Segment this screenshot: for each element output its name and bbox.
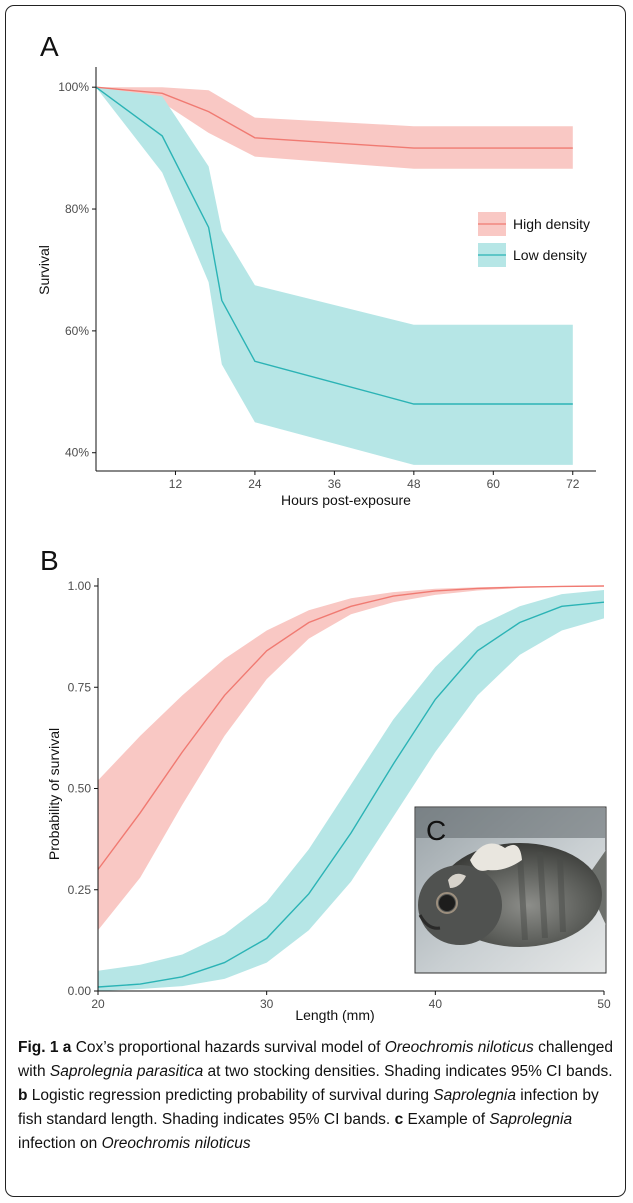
chart-a-x-tick-label: 36 xyxy=(328,477,342,491)
chart-a-series-line-0 xyxy=(95,86,573,149)
chart-b-y-tick-label: 0.00 xyxy=(68,984,92,998)
photo-fish-head xyxy=(418,865,502,945)
panel-c-inset-photo: C xyxy=(414,806,607,974)
caption-c-label: c xyxy=(394,1111,404,1128)
chart-a-y-tick-label: 100% xyxy=(58,80,89,94)
caption-b-text-1: Logistic regression predicting probabili… xyxy=(27,1087,434,1104)
chart-a-series-line-1 xyxy=(95,86,573,405)
figure-canvas: A 40% 60% 80% 100% 12 24 36 48 60 72 Hours post-e… xyxy=(36,31,611,1023)
chart-a-x-tick-label: 12 xyxy=(169,477,183,491)
chart-b-series-line-1 xyxy=(97,601,605,988)
chart-b-ci-band-1 xyxy=(98,590,604,991)
photo-fish-mouth xyxy=(418,914,441,930)
chart-b-x-tick-label: 30 xyxy=(260,997,274,1011)
caption-b-label: b xyxy=(18,1087,28,1104)
legend-label-high: High density xyxy=(513,216,590,232)
caption-a-species: Oreochromis niloticus xyxy=(384,1039,534,1056)
chart-a-ci-band-1 xyxy=(96,87,573,465)
photo-fish-stripes xyxy=(517,851,566,941)
caption-c-text-1: Example of xyxy=(403,1111,490,1128)
photo-fungal-patch xyxy=(470,843,522,871)
chart-a-y-tick-label: 60% xyxy=(65,324,89,338)
chart-b-y-tick-label: 0.50 xyxy=(68,782,92,796)
chart-b: 0.00 0.25 0.50 0.75 1.00 20 30 40 50 xyxy=(68,578,611,1011)
caption-a-text-1: Cox’s proportional hazards survival mode… xyxy=(71,1039,385,1056)
chart-a: 40% 60% 80% 100% 12 24 36 48 60 72 xyxy=(58,67,596,491)
panel-b-letter: B xyxy=(40,545,59,576)
chart-b-y-tick-label: 0.25 xyxy=(68,883,92,897)
chart-a-y-tick-label: 80% xyxy=(65,202,89,216)
caption-b-pathogen: Saprolegnia xyxy=(433,1087,516,1104)
chart-b-x-tick-label: 50 xyxy=(597,997,611,1011)
chart-b-y-tick-label: 0.75 xyxy=(68,680,92,694)
chart-b-x-axis-title: Length (mm) xyxy=(295,1007,374,1023)
caption-a-label: a xyxy=(62,1039,72,1056)
chart-b-ci-band-0 xyxy=(98,586,604,931)
chart-a-legend: High density Low density xyxy=(478,212,590,267)
chart-a-x-tick-label: 60 xyxy=(487,477,501,491)
chart-a-x-axis-title: Hours post-exposure xyxy=(281,492,411,508)
panel-c-letter: C xyxy=(426,815,446,846)
photo-tank-edge xyxy=(416,808,605,838)
chart-b-series-line-0 xyxy=(97,585,605,870)
chart-b-x-tick-label: 20 xyxy=(91,997,105,1011)
chart-b-y-axis-title: Probability of survival xyxy=(46,728,62,860)
caption-b-text-2: infection by fish standard length. Shadi… xyxy=(18,1087,599,1128)
caption-a-text-3: at two stocking densities. Shading indic… xyxy=(203,1063,613,1080)
caption-c-pathogen: Saprolegnia xyxy=(489,1111,573,1128)
caption-fig-label: Fig. 1 xyxy=(18,1039,59,1056)
panel-a-letter: A xyxy=(40,31,59,62)
legend-label-low: Low density xyxy=(513,247,587,263)
chart-a-x-tick-label: 24 xyxy=(248,477,262,491)
chart-a-y-axis-title: Survival xyxy=(36,245,52,295)
chart-a-y-tick-label: 40% xyxy=(65,446,89,460)
figure-caption: Fig. 1 a Cox’s proportional hazards surv… xyxy=(18,1036,618,1156)
chart-a-x-tick-label: 48 xyxy=(407,477,421,491)
caption-c-text-2: infection on xyxy=(18,1135,102,1152)
chart-b-x-tick-label: 40 xyxy=(429,997,443,1011)
caption-a-text-2: challenged with xyxy=(18,1039,614,1080)
caption-c-species: Oreochromis niloticus xyxy=(101,1135,251,1152)
photo-fish-eye xyxy=(439,895,455,911)
figure-frame xyxy=(5,5,626,1197)
chart-a-x-tick-label: 72 xyxy=(566,477,580,491)
caption-a-pathogen: Saprolegnia parasitica xyxy=(49,1063,204,1080)
photo-fish-eye-ring xyxy=(436,892,458,914)
chart-b-y-tick-label: 1.00 xyxy=(68,579,92,593)
photo-fungal-patch-2 xyxy=(448,873,466,888)
